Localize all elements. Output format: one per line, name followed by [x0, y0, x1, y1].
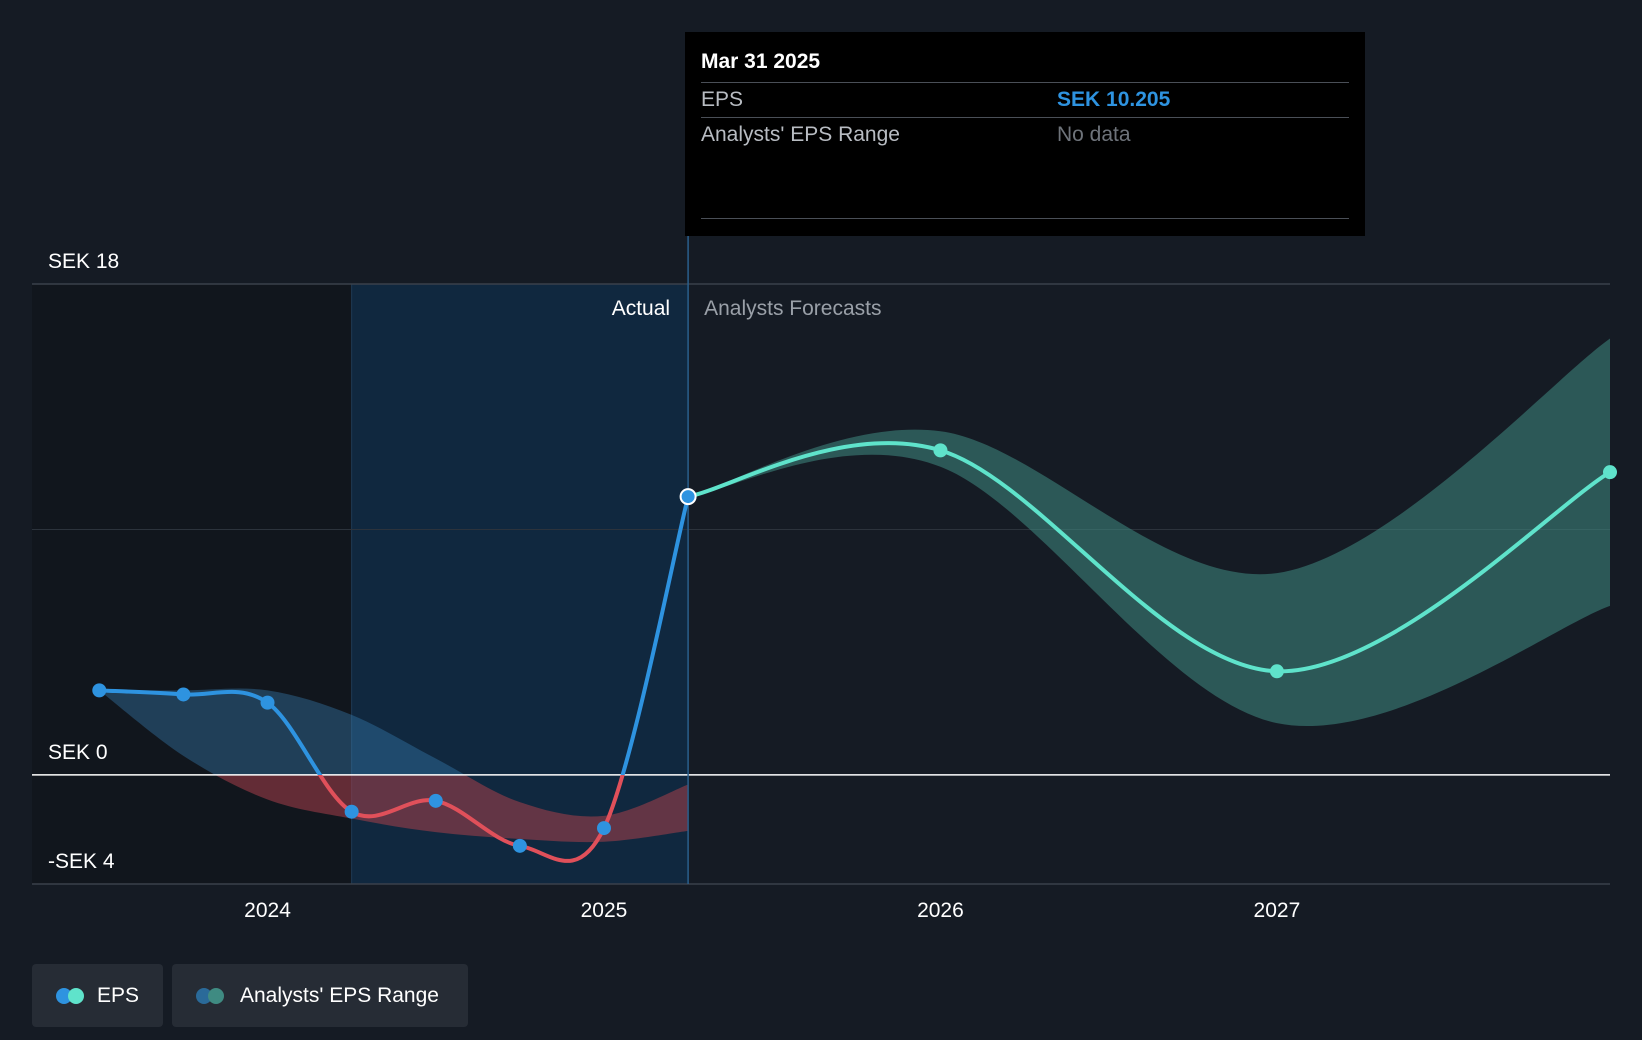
eps-point-actual: [260, 695, 275, 710]
eps-line-actual: [99, 496, 691, 775]
x-tick-label: 2025: [581, 899, 628, 922]
eps-range-band-forecast: [688, 338, 1610, 727]
y-axis-label: SEK 18: [48, 250, 119, 273]
tooltip-row-range: Analysts' EPS Range No data: [701, 118, 1349, 152]
eps-line-forecast: [687, 441, 1612, 674]
eps-point-forecast: [1603, 465, 1617, 480]
tooltip-range-key: Analysts' EPS Range: [701, 123, 900, 146]
legend-eps-swatch-icon: [56, 987, 84, 1004]
eps-point-forecast: [933, 443, 948, 458]
tooltip-date: Mar 31 2025: [701, 46, 1349, 83]
eps-point-forecast: [1269, 664, 1284, 679]
legend-item-eps-range[interactable]: Analysts' EPS Range: [172, 964, 468, 1027]
y-axis-label: SEK 0: [48, 741, 108, 764]
eps-point-actual: [176, 687, 191, 702]
legend: EPS Analysts' EPS Range: [32, 964, 468, 1027]
tooltip-divider: [701, 218, 1349, 219]
x-tick-label: 2026: [917, 899, 964, 922]
tooltip-eps-key: EPS: [701, 88, 744, 111]
tooltip: Mar 31 2025 EPS SEK 10.205 Analysts' EPS…: [685, 32, 1365, 236]
eps-range-band-actual: [99, 688, 466, 775]
eps-line-actual-negative: [317, 775, 625, 863]
eps-point-actual: [428, 793, 443, 808]
eps-point-actual: [512, 838, 527, 853]
tooltip-eps-value: SEK 10.205: [1057, 88, 1171, 111]
y-axis-label: -SEK 4: [48, 850, 115, 873]
legend-range-label: Analysts' EPS Range: [240, 983, 439, 1007]
actual-label: Actual: [612, 297, 670, 320]
tooltip-range-value: No data: [1057, 123, 1131, 146]
forecast-label: Analysts Forecasts: [704, 297, 881, 320]
legend-item-eps[interactable]: EPS: [32, 964, 163, 1027]
legend-range-swatch-icon: [196, 987, 226, 1004]
eps-point-actual: [596, 821, 611, 836]
x-tick-label: 2027: [1254, 899, 1301, 922]
legend-eps-label: EPS: [96, 983, 139, 1007]
eps-point-highlighted: [679, 488, 697, 506]
eps-point-actual: [344, 804, 359, 819]
x-tick-label: 2024: [244, 899, 291, 922]
tooltip-row-eps: EPS SEK 10.205: [701, 83, 1349, 118]
eps-point-actual: [92, 683, 107, 698]
